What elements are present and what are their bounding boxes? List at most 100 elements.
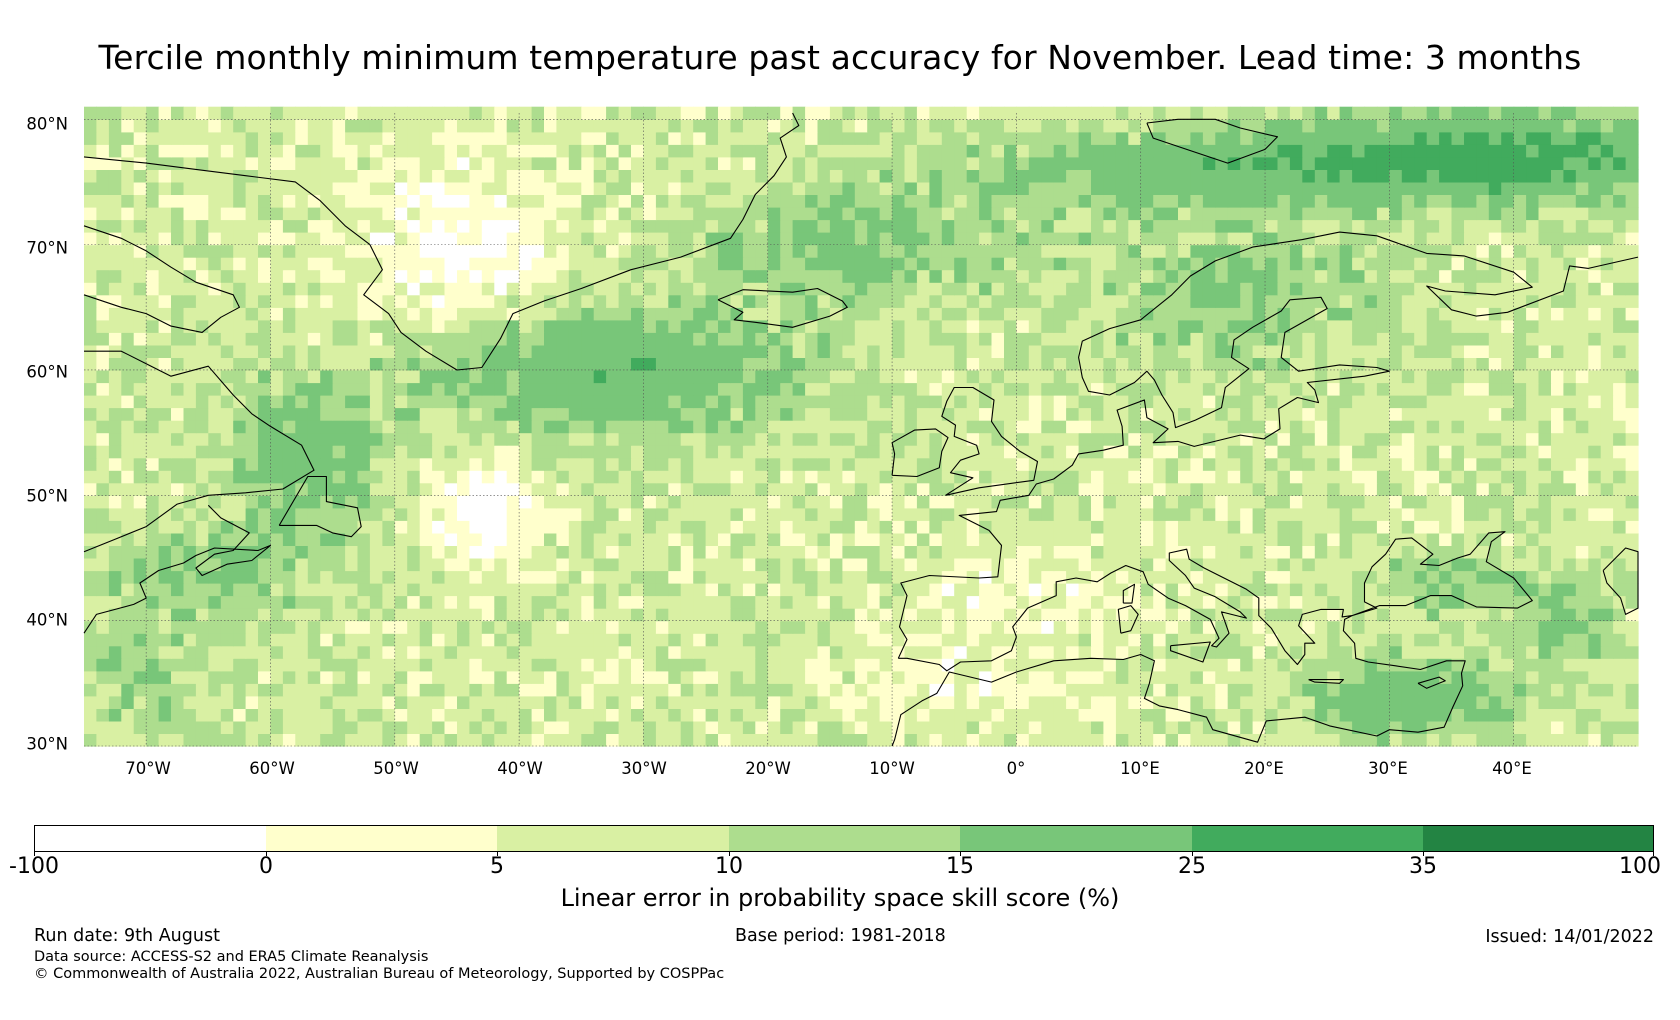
skill-cell	[1513, 370, 1527, 384]
skill-cell	[382, 482, 396, 496]
skill-cell	[979, 445, 993, 459]
skill-cell	[792, 658, 806, 672]
skill-cell	[979, 282, 993, 296]
skill-cell	[979, 307, 993, 321]
skill-cell	[1575, 620, 1589, 634]
skill-cell	[1128, 708, 1142, 722]
skill-cell	[742, 495, 756, 509]
skill-cell	[991, 608, 1005, 622]
skill-cell	[1513, 282, 1527, 296]
skill-cell	[233, 432, 247, 446]
skill-cell	[1625, 482, 1639, 496]
skill-cell	[1190, 670, 1204, 684]
skill-cell	[1066, 307, 1080, 321]
skill-cell	[171, 708, 184, 722]
skill-cell	[1376, 570, 1390, 584]
skill-cell	[954, 645, 968, 659]
skill-cell	[121, 583, 135, 597]
skill-cell	[84, 407, 97, 421]
skill-cell	[270, 457, 284, 471]
skill-cell	[780, 407, 794, 421]
skill-cell	[544, 545, 557, 559]
skill-cell	[1625, 720, 1639, 734]
skill-cell	[1140, 583, 1154, 597]
skill-cell	[457, 583, 470, 597]
skill-cell	[531, 445, 545, 459]
skill-cell	[407, 608, 421, 622]
skill-cell	[444, 658, 458, 672]
skill-cell	[1140, 532, 1154, 546]
skill-cell	[220, 457, 234, 471]
skill-cell	[432, 470, 446, 484]
skill-cell	[121, 344, 135, 358]
skill-cell	[1202, 395, 1216, 409]
skill-cell	[854, 357, 868, 371]
skill-cell	[357, 583, 371, 597]
skill-cell	[345, 432, 359, 446]
skill-cell	[1376, 470, 1390, 484]
skill-cell	[1488, 520, 1502, 534]
skill-cell	[407, 670, 421, 684]
skill-cell	[1078, 244, 1092, 258]
skill-cell	[208, 445, 222, 459]
skill-cell	[531, 244, 545, 258]
skill-cell	[1016, 319, 1030, 333]
skill-cell	[1513, 495, 1527, 509]
skill-cell	[1339, 282, 1353, 296]
skill-cell	[1165, 370, 1179, 384]
skill-cell	[1401, 695, 1415, 709]
skill-cell	[519, 520, 533, 534]
skill-cell	[208, 244, 222, 258]
skill-cell	[84, 244, 97, 258]
skill-cell	[171, 382, 184, 396]
skill-cell	[755, 432, 769, 446]
skill-cell	[705, 382, 719, 396]
skill-cell	[320, 319, 334, 333]
skill-cell	[1327, 257, 1341, 271]
skill-cell	[1004, 282, 1017, 296]
skill-cell	[1004, 708, 1017, 722]
skill-cell	[1004, 532, 1017, 546]
skill-cell	[84, 708, 97, 722]
skill-cell	[121, 645, 135, 659]
skill-cell	[245, 319, 259, 333]
skill-cell	[767, 532, 781, 546]
skill-cell	[1538, 370, 1552, 384]
skill-cell	[1091, 595, 1104, 609]
skill-cell	[904, 733, 918, 747]
skill-cell	[320, 570, 334, 584]
skill-cell	[320, 357, 334, 371]
skill-cell	[1588, 445, 1602, 459]
skill-cell	[407, 319, 421, 333]
skill-cell	[1215, 482, 1229, 496]
skill-cell	[121, 445, 135, 459]
skill-cell	[357, 319, 371, 333]
skill-cell	[1488, 382, 1502, 396]
skill-cell	[1451, 595, 1465, 609]
skill-cell	[1501, 269, 1515, 283]
skill-cell	[258, 507, 271, 521]
skill-cell	[171, 282, 184, 296]
skill-cell	[1488, 695, 1502, 709]
skill-cell	[929, 545, 943, 559]
skill-cell	[1526, 532, 1540, 546]
skill-cell	[407, 257, 421, 271]
skill-cell	[593, 457, 607, 471]
skill-cell	[1563, 507, 1577, 521]
skill-cell	[1227, 432, 1241, 446]
skill-cell	[1053, 558, 1067, 572]
skill-cell	[1476, 620, 1490, 634]
skill-cell	[1314, 545, 1328, 559]
skill-cell	[854, 695, 868, 709]
skill-cell	[643, 407, 657, 421]
skill-cell	[307, 633, 321, 647]
skill-cell	[84, 570, 97, 584]
skill-cell	[1513, 583, 1527, 597]
skill-cell	[133, 595, 147, 609]
skill-cell	[1265, 407, 1278, 421]
skill-cell	[916, 708, 930, 722]
skill-cell	[1165, 608, 1179, 622]
skill-cell	[966, 344, 980, 358]
skill-cell	[1091, 482, 1104, 496]
skill-cell	[481, 294, 495, 308]
